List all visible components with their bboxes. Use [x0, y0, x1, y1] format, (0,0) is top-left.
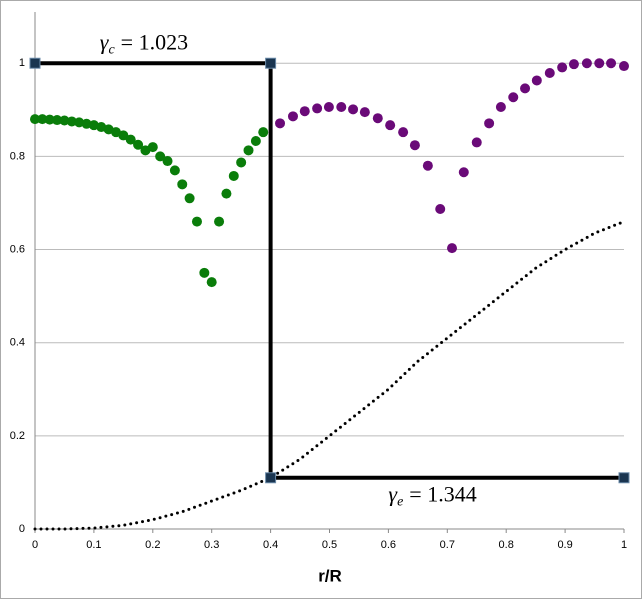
annotation: γe = 1.344	[388, 481, 476, 509]
y-tick-label: 0.8	[10, 150, 25, 162]
bound-marker	[29, 57, 41, 69]
data-point	[520, 83, 531, 94]
data-point	[66, 116, 77, 127]
x-tick-label: 0.9	[557, 539, 572, 551]
data-point	[336, 102, 347, 113]
data-point	[422, 160, 433, 171]
data-point	[458, 167, 469, 178]
data-point	[191, 216, 202, 227]
data-point	[544, 68, 555, 79]
bound-marker	[618, 472, 630, 484]
x-tick-label: 0.4	[263, 539, 278, 551]
y-tick-label: 0	[19, 523, 25, 535]
data-point	[619, 61, 629, 72]
bound-marker	[265, 472, 277, 484]
annotation-symbol: γ	[388, 481, 398, 506]
data-point	[236, 157, 247, 168]
data-point	[169, 165, 180, 176]
data-point	[177, 179, 188, 190]
data-point	[594, 58, 605, 69]
data-point	[221, 188, 232, 199]
x-axis-label: r/R	[318, 566, 342, 585]
data-point	[243, 145, 254, 156]
data-point	[508, 92, 519, 103]
x-tick-label: 0.3	[204, 539, 219, 551]
data-point	[37, 114, 48, 125]
x-tick-label: 0.8	[499, 539, 514, 551]
data-point	[206, 277, 217, 288]
data-point	[348, 104, 359, 115]
data-point	[228, 170, 239, 181]
data-point	[133, 139, 144, 150]
data-point	[214, 216, 225, 227]
data-point	[287, 111, 298, 122]
data-point	[372, 113, 383, 124]
data-point	[44, 114, 55, 125]
annotation-subscript: e	[397, 495, 403, 510]
data-point	[59, 115, 70, 126]
x-tick-label: 0.7	[440, 539, 455, 551]
annotation-symbol: γ	[100, 30, 110, 55]
y-tick-label: 1	[19, 57, 25, 69]
y-tick-label: 0.6	[10, 243, 25, 255]
data-point	[118, 130, 129, 141]
bound-line	[35, 61, 624, 480]
data-point	[147, 142, 158, 153]
y-tick-label: 0.4	[10, 337, 25, 349]
data-point	[258, 127, 269, 138]
annotation-subscript: c	[108, 43, 115, 58]
y-tick-label: 0.2	[10, 430, 25, 442]
x-tick-label: 0.6	[381, 539, 396, 551]
x-tick-label: 0.1	[86, 539, 101, 551]
x-tick-label: 0.5	[322, 539, 337, 551]
data-point	[557, 62, 568, 73]
annotation-value: = 1.344	[409, 481, 476, 506]
data-point	[312, 103, 323, 114]
data-point	[299, 106, 310, 117]
data-point	[162, 156, 173, 167]
data-point	[52, 115, 63, 126]
data-point	[581, 58, 592, 69]
data-point	[409, 140, 420, 151]
data-point	[184, 193, 195, 204]
data-point	[385, 120, 396, 131]
data-point	[471, 137, 482, 148]
data-point	[250, 136, 261, 147]
x-tick-label: 0	[32, 539, 38, 551]
annotation: γc = 1.023	[100, 30, 188, 58]
data-point	[275, 118, 286, 129]
data-point	[484, 118, 495, 129]
data-point	[495, 102, 506, 113]
data-point	[435, 204, 446, 215]
data-point	[606, 58, 617, 69]
annotation-value: = 1.023	[121, 30, 188, 55]
data-point	[323, 102, 334, 113]
dotted-curve	[33, 220, 626, 531]
data-point	[447, 243, 458, 254]
data-point	[531, 75, 542, 86]
x-tick-label: 1	[621, 539, 627, 551]
data-point	[359, 107, 370, 118]
data-point	[199, 267, 210, 278]
x-tick-label: 0.2	[145, 539, 160, 551]
bound-marker	[265, 57, 277, 69]
data-point	[568, 59, 579, 70]
data-point	[125, 134, 136, 145]
data-point	[155, 151, 166, 162]
data-point	[30, 114, 40, 125]
data-point	[398, 127, 409, 138]
